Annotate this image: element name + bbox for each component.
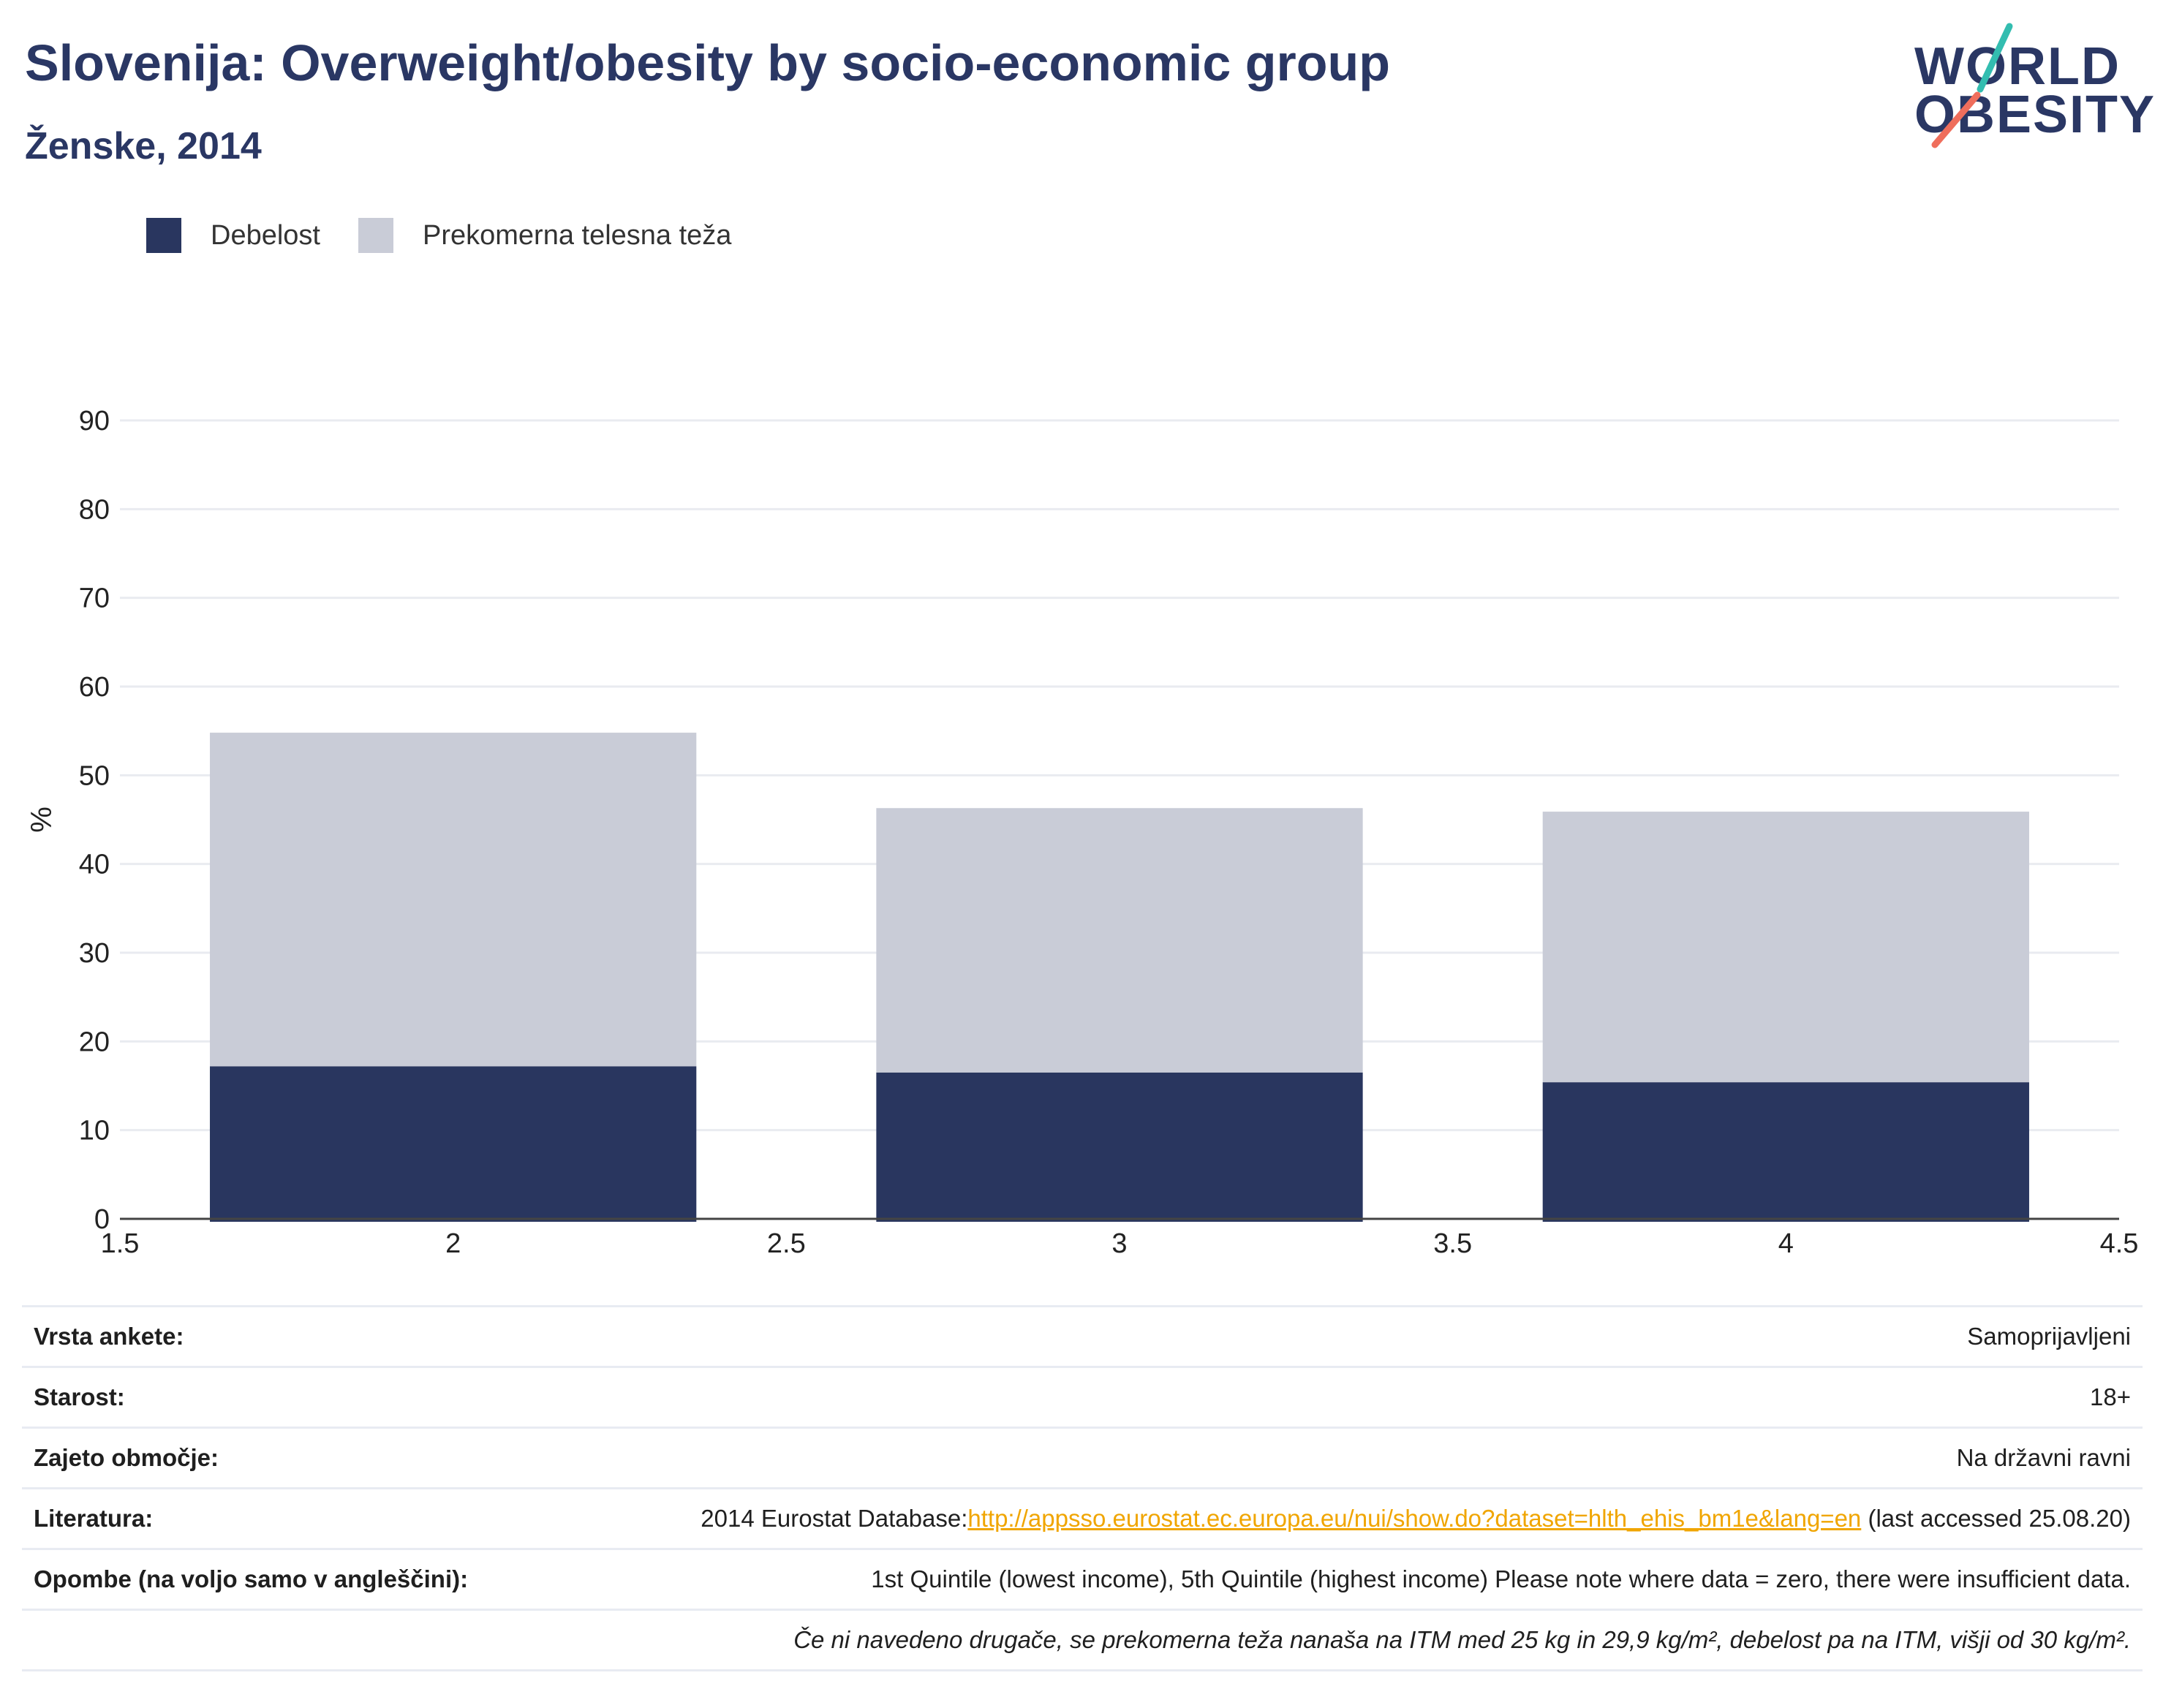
info-row-age: Starost: 18+ [22, 1366, 2143, 1427]
page-title: Slovenija: Overweight/obesity by socio-e… [25, 34, 1391, 91]
info-value: 18+ [2090, 1383, 2131, 1410]
y-tick-label: 60 [79, 672, 110, 703]
x-tick-label: 4.5 [2100, 1228, 2139, 1258]
footnote: Če ni navedeno drugače, se prekomerna te… [793, 1626, 2131, 1653]
info-row-coverage: Zajeto območje: Na državni ravni [22, 1427, 2143, 1487]
info-value: Samoprijavljeni [1967, 1323, 2131, 1350]
bar-obesity [1542, 1082, 2029, 1222]
y-tick-label: 30 [79, 938, 110, 969]
y-tick-label: 40 [79, 850, 110, 880]
info-row-footnote: Če ni navedeno drugače, se prekomerna te… [22, 1609, 2143, 1671]
info-key: Literatura: [34, 1505, 154, 1532]
bar-overweight [210, 733, 697, 1067]
reference-link[interactable]: http://appsso.eurostat.ec.europa.eu/nui/… [967, 1505, 1862, 1532]
y-tick-label: 50 [79, 760, 110, 791]
bar-overweight [1542, 812, 2029, 1083]
x-tick-label: 4 [1778, 1228, 1794, 1258]
y-tick-label: 20 [79, 1027, 110, 1057]
y-tick-label: 90 [79, 406, 110, 437]
legend-label-overweight: Prekomerna telesna teža [422, 219, 732, 251]
y-tick-label: 0 [94, 1204, 110, 1235]
world-obesity-logo: WORLD OBESITY [1901, 22, 2154, 154]
legend-label-obesity: Debelost [211, 219, 320, 251]
info-value: Na državni ravni [1956, 1444, 2131, 1471]
y-tick-label: 80 [79, 494, 110, 525]
page-subtitle: Ženske, 2014 [25, 125, 262, 167]
x-tick-label: 3 [1111, 1228, 1127, 1258]
info-row-survey-type: Vrsta ankete: Samoprijavljeni [22, 1305, 2143, 1366]
info-row-notes: Opombe (na voljo samo v angleščini): 1st… [22, 1548, 2143, 1609]
stacked-bar-chart: 0 10 20 30 40 50 60 70 80 90% 1.5 2 2.5 3 3.5 4 4.5 [26, 406, 2139, 1258]
legend-item-overweight[interactable]: Prekomerna telesna teža [358, 218, 731, 253]
bar-overweight [876, 808, 1363, 1073]
info-key: Starost: [34, 1383, 125, 1410]
x-tick-label: 1.5 [101, 1228, 140, 1258]
x-tick-label: 2.5 [767, 1228, 806, 1258]
logo-text-line1: WORLD [1914, 37, 2121, 96]
info-key: Opombe (na voljo samo v angleščini): [34, 1565, 469, 1592]
survey-info-table: Vrsta ankete: Samoprijavljeni Starost: 1… [22, 1305, 2143, 1671]
legend-swatch-obesity [146, 218, 181, 253]
logo-text-line2: OBESITY [1914, 86, 2156, 144]
y-axis-label: % [26, 806, 58, 833]
info-value: 2014 Eurostat Database:http://appsso.eur… [701, 1505, 2131, 1533]
legend-item-obesity[interactable]: Debelost [146, 218, 320, 253]
chart-legend: Debelost Prekomerna telesna teža [146, 218, 769, 253]
info-row-references: Literatura: 2014 Eurostat Database:http:… [22, 1487, 2143, 1548]
info-key: Zajeto območje: [34, 1444, 219, 1471]
logo-slash-icon [1931, 23, 2013, 148]
y-tick-label: 70 [79, 583, 110, 614]
x-tick-label: 2 [445, 1228, 461, 1258]
reference-prefix: 2014 Eurostat Database: [701, 1505, 968, 1532]
info-value: 1st Quintile (lowest income), 5th Quinti… [871, 1565, 2131, 1592]
info-key: Vrsta ankete: [34, 1323, 184, 1350]
x-tick-label: 3.5 [1433, 1228, 1472, 1258]
y-tick-label: 10 [79, 1116, 110, 1146]
bar-obesity [210, 1066, 697, 1222]
reference-suffix: (last accessed 25.08.20) [1861, 1505, 2131, 1532]
bar-obesity [876, 1072, 1363, 1222]
legend-swatch-overweight [358, 218, 393, 253]
